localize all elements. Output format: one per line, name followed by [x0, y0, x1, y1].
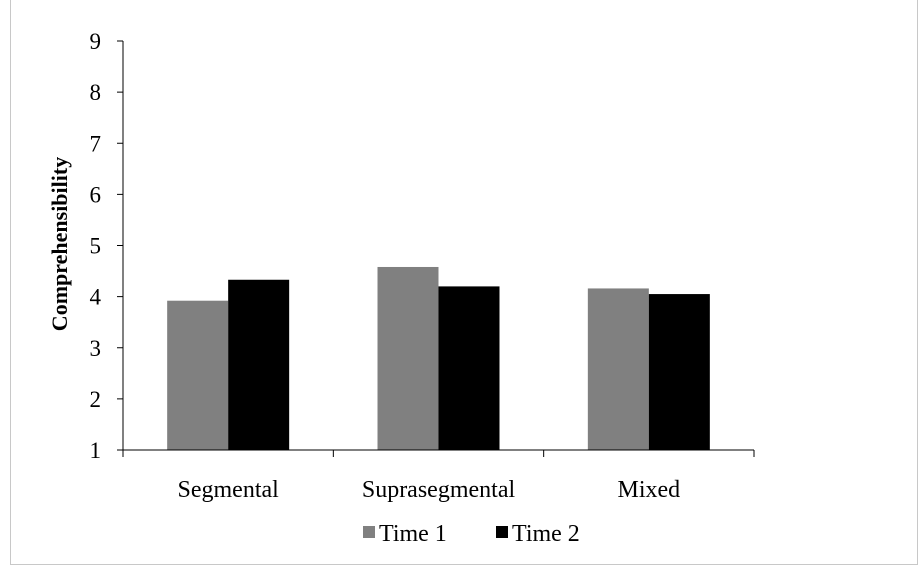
y-tick-label: 1 — [90, 438, 102, 463]
bar-segmental-time-2 — [228, 279, 290, 450]
bar-suprasegmental-time-1 — [377, 266, 439, 450]
legend-label: Time 1 — [379, 521, 447, 547]
bar-mixed-time-2 — [648, 294, 710, 450]
x-axis-ticks: Segmental Suprasegmental Mixed — [122, 450, 755, 503]
bar-segmental-time-1 — [167, 300, 229, 450]
bar-mixed-time-1 — [587, 288, 649, 450]
x-category-label: Segmental — [178, 477, 280, 503]
bar-suprasegmental-time-2 — [438, 286, 500, 450]
legend: Time 1 Time 2 — [363, 521, 580, 547]
y-axis-title: Comprehensibility — [47, 157, 72, 331]
x-category-label: Mixed — [617, 477, 680, 503]
y-tick-label: 6 — [90, 182, 102, 207]
y-tick-label: 7 — [90, 131, 102, 156]
legend-label: Time 2 — [512, 521, 580, 547]
x-category-label: Suprasegmental — [362, 477, 516, 503]
legend-swatch-time-2 — [496, 526, 508, 538]
y-tick-label: 5 — [90, 234, 102, 259]
y-tick-label: 9 — [90, 29, 102, 54]
y-tick-label: 8 — [90, 80, 102, 105]
y-axis-ticks: 1 2 3 4 5 6 7 8 9 — [90, 29, 123, 463]
legend-swatch-time-1 — [363, 526, 375, 538]
y-tick-label: 3 — [90, 336, 102, 361]
chart-frame — [10, 0, 918, 565]
y-tick-label: 4 — [90, 285, 102, 310]
y-tick-label: 2 — [90, 387, 102, 412]
bars — [167, 266, 710, 450]
